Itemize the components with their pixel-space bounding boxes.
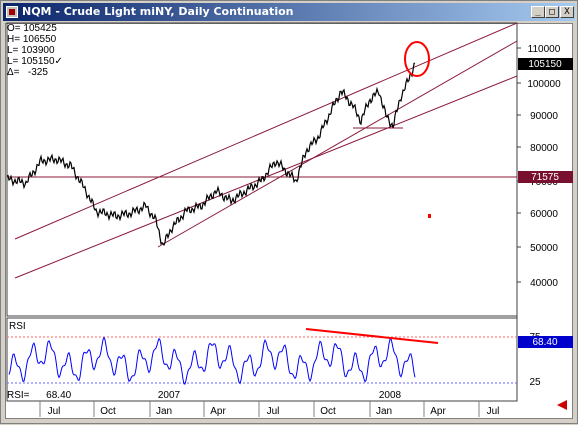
rsi-tick-25: 25 xyxy=(529,377,541,388)
rsi-series-line xyxy=(8,336,416,385)
delta-row: Δ= -325 xyxy=(7,67,48,78)
ohlc-readout: O= 105425 H= 106550 L= 103900 L= 105150✓… xyxy=(7,23,63,78)
year-label-2007: 2007 xyxy=(158,390,181,401)
month-label: Oct xyxy=(320,406,336,417)
price-series-line xyxy=(6,62,416,247)
delta-value: -325 xyxy=(27,67,48,78)
month-label: Jul xyxy=(267,406,280,417)
month-label: Jan xyxy=(156,406,172,417)
price-tick-label: 40000 xyxy=(530,278,558,289)
high-row: H= 106550 xyxy=(7,34,57,45)
high-value: 106550 xyxy=(22,34,57,45)
chart-area[interactable] xyxy=(5,23,573,419)
month-label: Oct xyxy=(100,406,116,417)
low-row: L= 103900 xyxy=(7,45,55,56)
last-row: L= 105150✓ xyxy=(7,56,63,67)
month-label: Jan xyxy=(376,406,392,417)
minimize-button[interactable]: _ xyxy=(531,6,545,18)
month-label: Apr xyxy=(210,406,226,417)
maximize-button[interactable]: □ xyxy=(545,6,559,18)
annotation-circle xyxy=(404,41,430,77)
month-label: Jul xyxy=(48,406,61,417)
time-axis: Jul Oct Jan Apr Jul Oct Jan Apr Jul xyxy=(39,401,500,417)
window-icon[interactable] xyxy=(6,6,18,18)
channel-lower-line xyxy=(14,75,518,279)
month-label: Apr xyxy=(430,406,446,417)
price-tick-label: 110000 xyxy=(528,44,561,55)
price-tick-label: 80000 xyxy=(530,143,558,154)
level-badge xyxy=(518,171,573,183)
close-button[interactable]: X xyxy=(560,6,574,18)
low-value: 103900 xyxy=(21,45,55,56)
last-price-badge xyxy=(518,58,573,70)
year-label-2008: 2008 xyxy=(379,390,402,401)
rsi-readout: RSI= 68.40 xyxy=(7,390,72,401)
window-title: NQM - Crude Light miNY, Daily Continuati… xyxy=(22,5,294,18)
price-tick-label: 100000 xyxy=(527,79,561,90)
price-tick-label: 60000 xyxy=(530,209,558,220)
level-badge-text: 71575 xyxy=(531,172,559,183)
price-tick-label: 50000 xyxy=(530,243,558,254)
open-row: O= 105425 xyxy=(7,23,57,34)
last-value: 105150✓ xyxy=(21,56,63,67)
last-price-badge-text: 105150 xyxy=(528,59,562,70)
channel-upper-line xyxy=(14,22,518,240)
price-panel xyxy=(6,22,518,317)
price-tick-label: 90000 xyxy=(530,111,558,122)
rsi-label: RSI xyxy=(9,321,26,332)
price-axis: 1100001000009000080000700006000050000400… xyxy=(517,44,561,289)
channel-middle-line xyxy=(157,40,518,248)
scroll-left-arrow-icon[interactable] xyxy=(557,400,567,410)
rsi-value-badge xyxy=(518,336,573,348)
open-value: 105425 xyxy=(23,23,57,34)
month-label: Jul xyxy=(487,406,500,417)
rsi-divergence-line xyxy=(305,328,439,344)
rsi-value-badge-text: 68.40 xyxy=(532,337,557,348)
annotation-dot xyxy=(428,214,431,218)
title-bar[interactable]: NQM - Crude Light miNY, Daily Continuati… xyxy=(3,3,575,21)
